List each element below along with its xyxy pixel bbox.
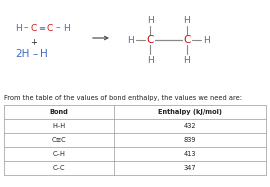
Text: H–H: H–H — [52, 123, 66, 129]
Text: –: – — [32, 49, 38, 59]
Text: H: H — [127, 36, 133, 45]
Text: –: – — [56, 24, 60, 33]
Text: –: – — [24, 24, 28, 33]
Text: 2H: 2H — [15, 49, 29, 59]
Text: H: H — [184, 16, 190, 24]
Text: H: H — [184, 56, 190, 65]
Text: C–H: C–H — [53, 151, 65, 157]
Text: C≡C: C≡C — [52, 137, 66, 143]
Text: 347: 347 — [184, 165, 196, 171]
Text: H: H — [40, 49, 48, 59]
Text: C: C — [31, 24, 37, 33]
Text: 839: 839 — [184, 137, 196, 143]
Text: Enthalpy (kJ/mol): Enthalpy (kJ/mol) — [158, 109, 222, 115]
Text: C: C — [183, 35, 191, 45]
Text: C–C: C–C — [53, 165, 65, 171]
Text: From the table of the values of bond enthalpy, the values we need are:: From the table of the values of bond ent… — [4, 95, 242, 101]
Text: H: H — [204, 36, 210, 45]
Text: ≡: ≡ — [39, 24, 46, 33]
Text: H: H — [15, 24, 21, 33]
Text: H: H — [147, 16, 153, 24]
Text: H: H — [63, 24, 69, 33]
Text: 432: 432 — [184, 123, 196, 129]
Text: 413: 413 — [184, 151, 196, 157]
Text: +: + — [31, 38, 38, 47]
Text: C: C — [47, 24, 53, 33]
Text: C: C — [146, 35, 154, 45]
Text: H: H — [147, 56, 153, 65]
Text: Bond: Bond — [50, 109, 68, 115]
